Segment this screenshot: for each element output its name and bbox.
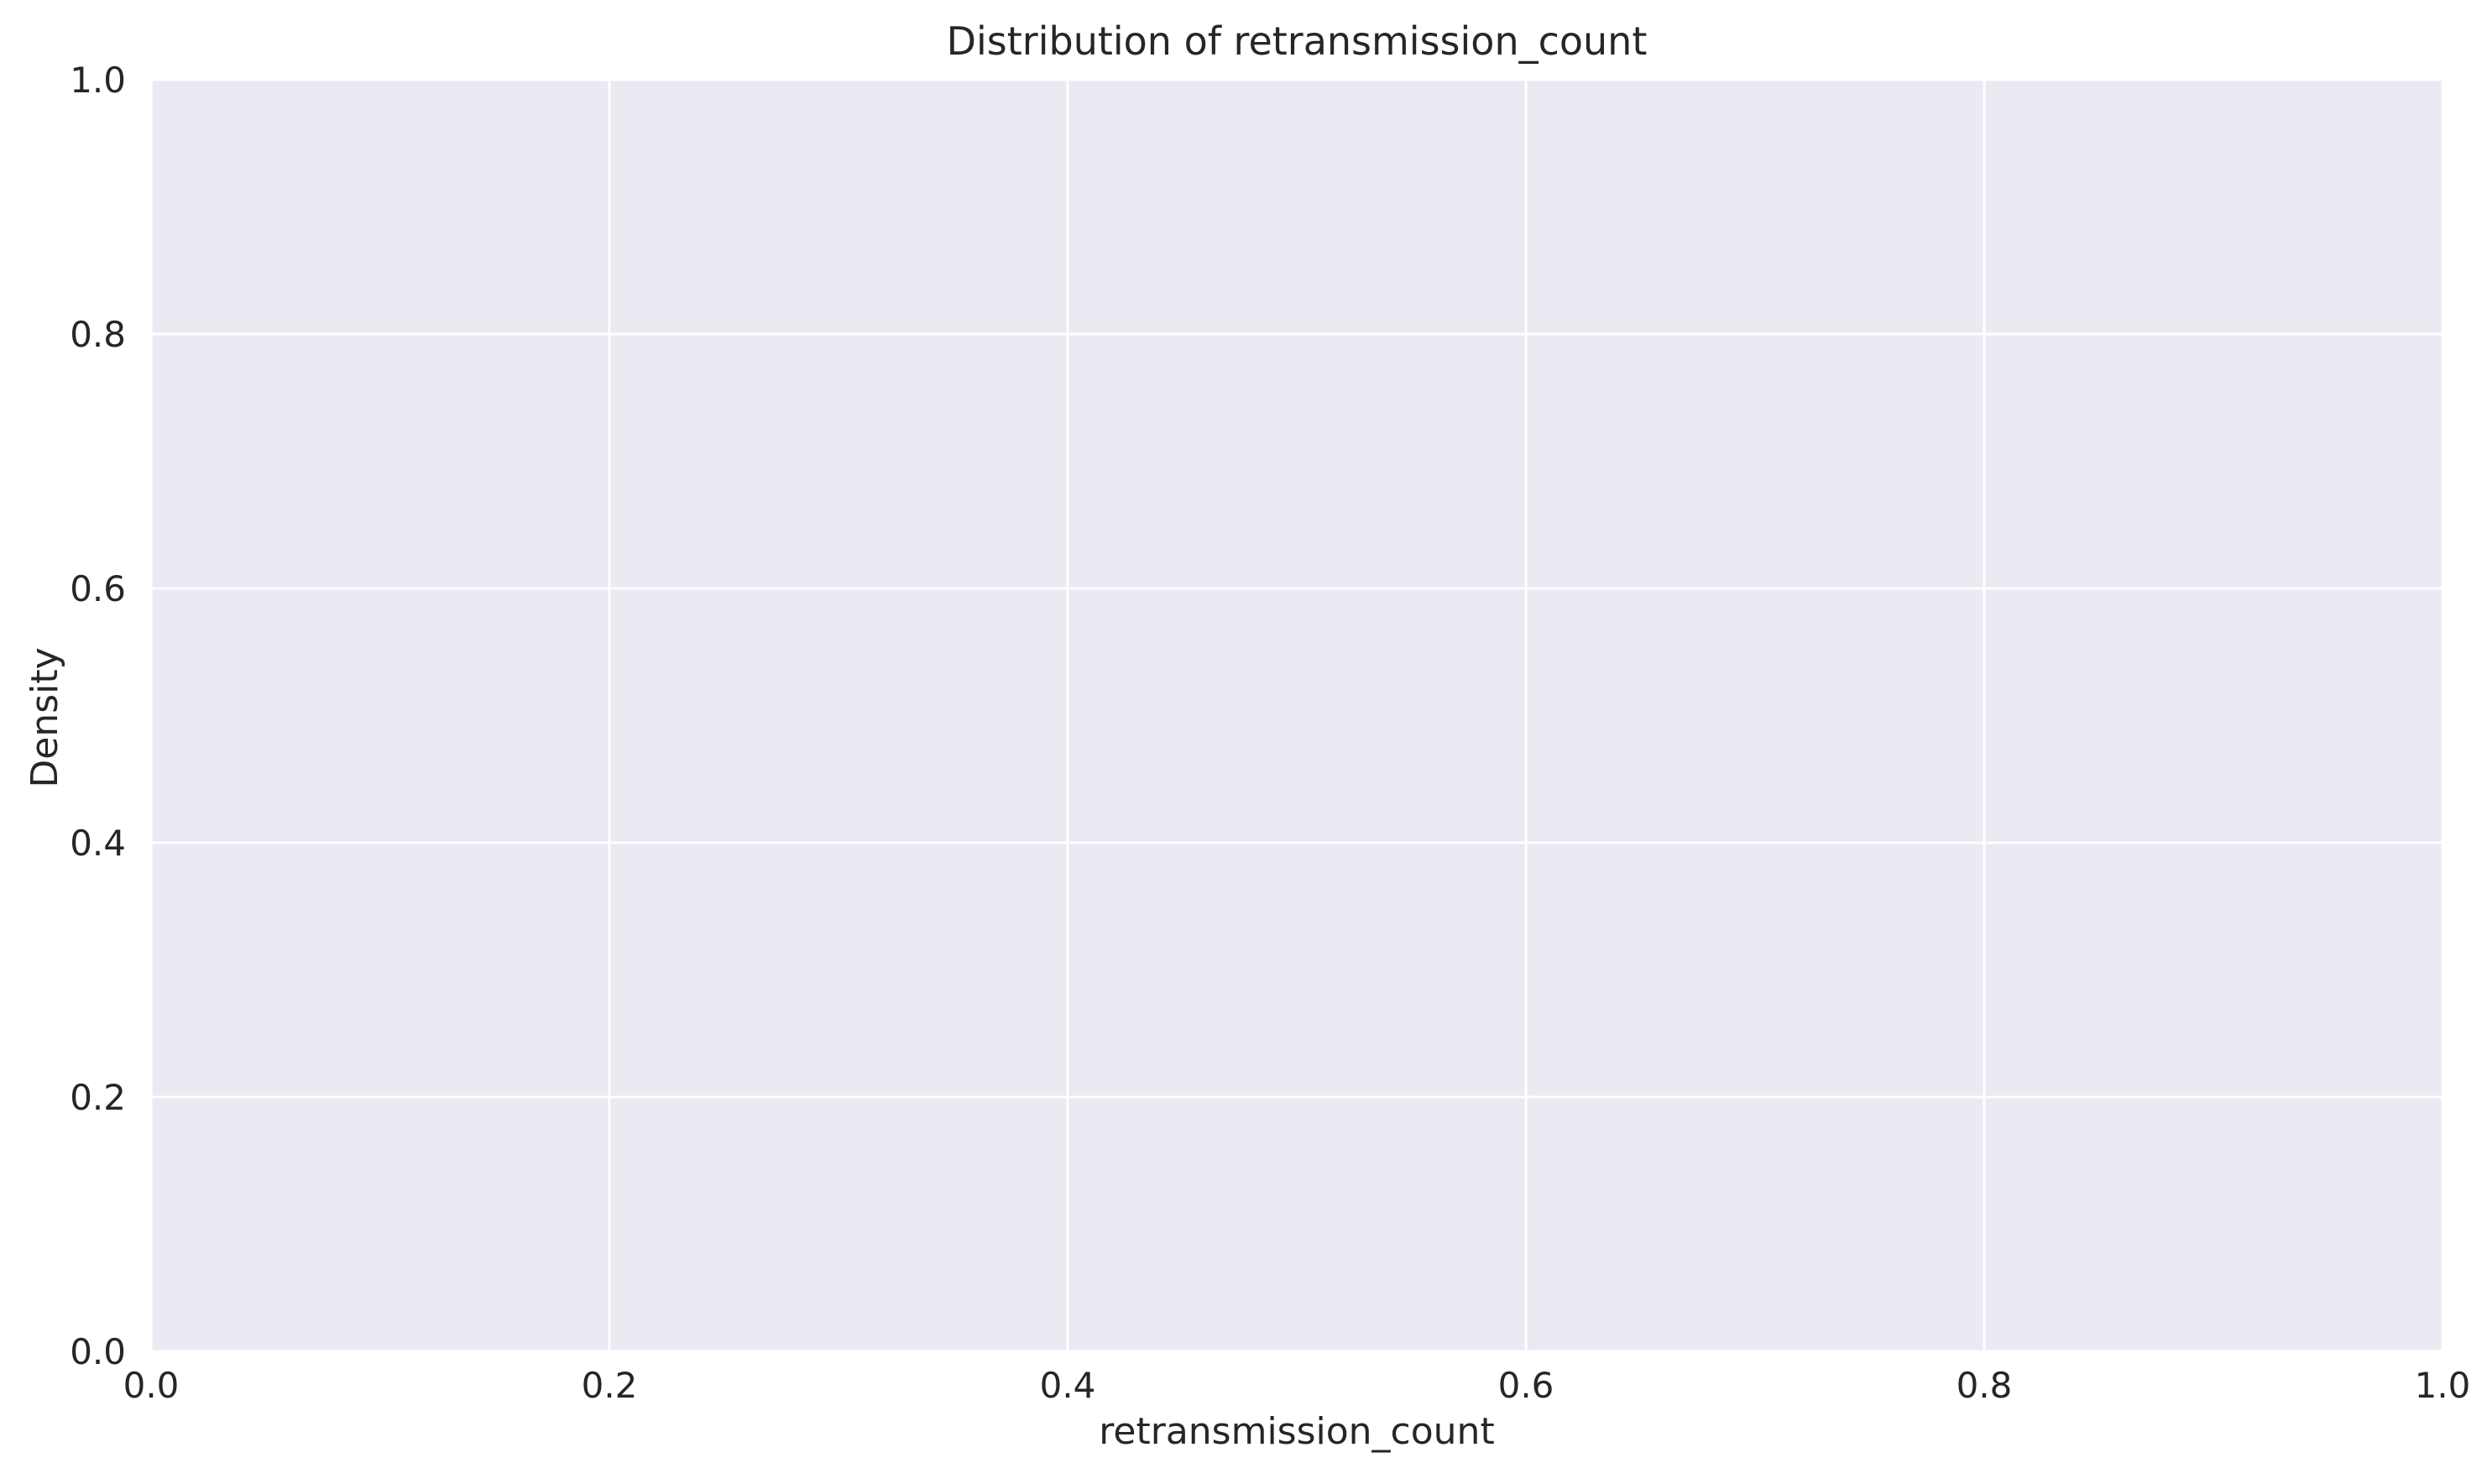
x-tick-label: 0.6 (1498, 1365, 1554, 1406)
x-tick-label: 0.2 (582, 1365, 638, 1406)
y-tick-label: 0.2 (70, 1077, 126, 1118)
x-axis-label: retransmission_count (1099, 1410, 1494, 1453)
y-axis-label: Density (24, 647, 66, 787)
grid-lines (149, 78, 2444, 1353)
y-tick-label: 0.0 (70, 1331, 126, 1372)
x-tick-labels: 0.0 0.2 0.4 0.6 0.8 1.0 (123, 1365, 2471, 1406)
y-tick-label: 0.8 (70, 314, 126, 355)
plot-area (151, 80, 2442, 1351)
chart-title: Distribution of retransmission_count (947, 18, 1648, 64)
y-tick-label: 0.6 (70, 568, 126, 609)
y-tick-label: 1.0 (70, 60, 126, 101)
x-tick-label: 0.4 (1040, 1365, 1096, 1406)
x-tick-label: 0.8 (1957, 1365, 2013, 1406)
y-tick-label: 0.4 (70, 823, 126, 864)
x-tick-label: 1.0 (2415, 1365, 2471, 1406)
x-tick-label: 0.0 (123, 1365, 180, 1406)
y-tick-labels: 0.0 0.2 0.4 0.6 0.8 1.0 (70, 60, 126, 1372)
